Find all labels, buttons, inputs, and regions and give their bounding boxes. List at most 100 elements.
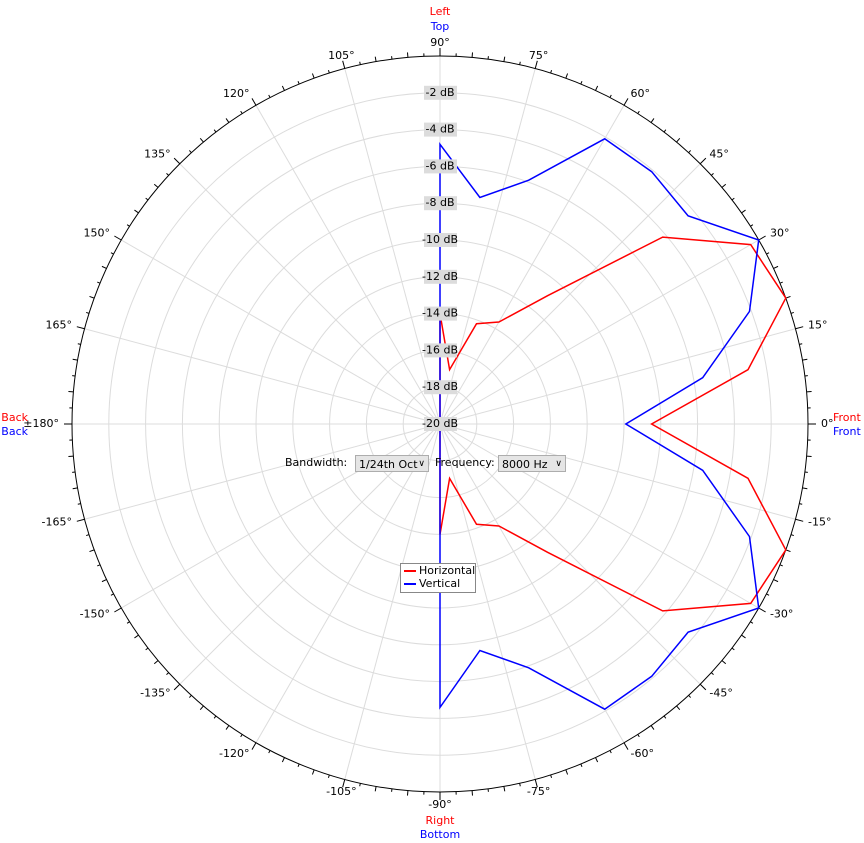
minor-tick [565, 769, 569, 775]
minor-tick [779, 564, 783, 567]
theta-tick-label: -165° [42, 516, 72, 529]
theta-tick [795, 518, 804, 522]
theta-tick-label: -30° [770, 608, 793, 621]
legend-label: Vertical [419, 577, 461, 590]
theta-tick [699, 683, 707, 691]
minor-tick [359, 61, 361, 65]
grid-spoke [84, 423, 441, 520]
theta-tick [623, 742, 629, 750]
r-tick-label: -6 dB [426, 159, 455, 172]
minor-tick [145, 197, 149, 201]
theta-tick-label: 15° [808, 318, 828, 331]
theta-tick-label: -45° [709, 686, 732, 699]
minor-tick [503, 786, 506, 792]
r-label-box [424, 159, 457, 174]
bandwidth-select[interactable]: 1/24th Oct ∨ [355, 455, 429, 472]
minor-tick [779, 281, 783, 284]
minor-tick [741, 634, 746, 639]
minor-tick [688, 694, 692, 698]
side-label: Front [833, 425, 862, 438]
theta-tick [342, 779, 346, 788]
theta-tick [251, 742, 257, 750]
legend: Horizontal Vertical [400, 563, 476, 593]
r-tick-label: -12 dB [422, 270, 458, 283]
legend-label: Horizontal [419, 564, 476, 577]
minor-tick [731, 647, 735, 651]
minor-tick [77, 343, 81, 345]
minor-tick [86, 311, 90, 314]
theta-tick [251, 98, 257, 106]
r-tick-label: -14 dB [422, 307, 458, 320]
theta-tick-label: 60° [631, 87, 651, 100]
minor-tick [240, 110, 243, 114]
minor-tick [297, 763, 300, 767]
r-label-box [424, 380, 457, 395]
minor-tick [721, 183, 727, 188]
frequency-select[interactable]: 8000 Hz ∨ [498, 455, 566, 472]
grid-spoke [121, 423, 441, 609]
minor-tick [790, 534, 794, 537]
theta-tick-label: 150° [84, 227, 111, 240]
minor-tick [710, 672, 714, 676]
theta-tick [758, 235, 766, 241]
minor-tick [213, 129, 217, 133]
grid-spoke [344, 423, 441, 780]
r-tick-label: -20 dB [422, 417, 458, 430]
legend-swatch [404, 570, 416, 572]
theta-tick-label: -75° [527, 785, 550, 798]
theta-tick-label: 75° [529, 49, 549, 62]
theta-tick [114, 235, 122, 241]
minor-tick [802, 487, 808, 490]
grid-spoke [439, 423, 625, 743]
series-line [439, 137, 760, 711]
theta-tick-label: 165° [45, 318, 72, 331]
minor-tick [97, 281, 101, 284]
grid-spoke [439, 423, 796, 520]
grid-spoke [255, 423, 441, 743]
theta-tick-label: 45° [709, 148, 729, 161]
theta-tick [342, 60, 346, 69]
side-label: Back [1, 425, 28, 438]
minor-tick [97, 564, 101, 567]
minor-tick [650, 118, 655, 123]
minor-tick [663, 129, 667, 133]
minor-tick [311, 73, 315, 79]
r-label-box [424, 269, 457, 284]
theta-tick-label: 120° [223, 87, 250, 100]
theta-tick-label: 135° [144, 148, 171, 161]
minor-tick [359, 783, 361, 787]
r-label-box [424, 417, 457, 431]
dropdown-arrow: ∨ [418, 459, 425, 469]
theta-tick-label: ±180° [23, 417, 59, 430]
minor-tick [77, 503, 81, 505]
side-label: Back [1, 411, 28, 424]
grid-spoke [255, 105, 441, 425]
minor-tick [86, 534, 90, 537]
grid-spoke [439, 163, 701, 425]
minor-tick [134, 209, 139, 214]
minor-tick [766, 252, 770, 255]
minor-tick [519, 61, 521, 65]
theta-tick-label: -135° [140, 686, 170, 699]
minor-tick [595, 85, 599, 91]
minor-tick [799, 503, 803, 505]
minor-tick [281, 757, 285, 763]
theta-tick-label: -120° [219, 747, 249, 760]
bandwidth-value: 1/24th Oct [359, 458, 418, 471]
frequency-label: Frequency: [435, 456, 495, 469]
minor-tick [580, 763, 583, 767]
r-label-box [424, 233, 457, 247]
minor-tick [550, 70, 553, 74]
minor-tick [166, 672, 170, 676]
side-label: Right [426, 814, 456, 827]
theta-tick [76, 326, 85, 330]
minor-tick [72, 358, 78, 361]
r-tick-label: -16 dB [422, 343, 458, 356]
r-label-box [424, 85, 457, 100]
minor-tick [773, 265, 779, 269]
grid-spoke [179, 163, 441, 425]
minor-tick [785, 295, 791, 299]
minor-tick [145, 647, 149, 651]
